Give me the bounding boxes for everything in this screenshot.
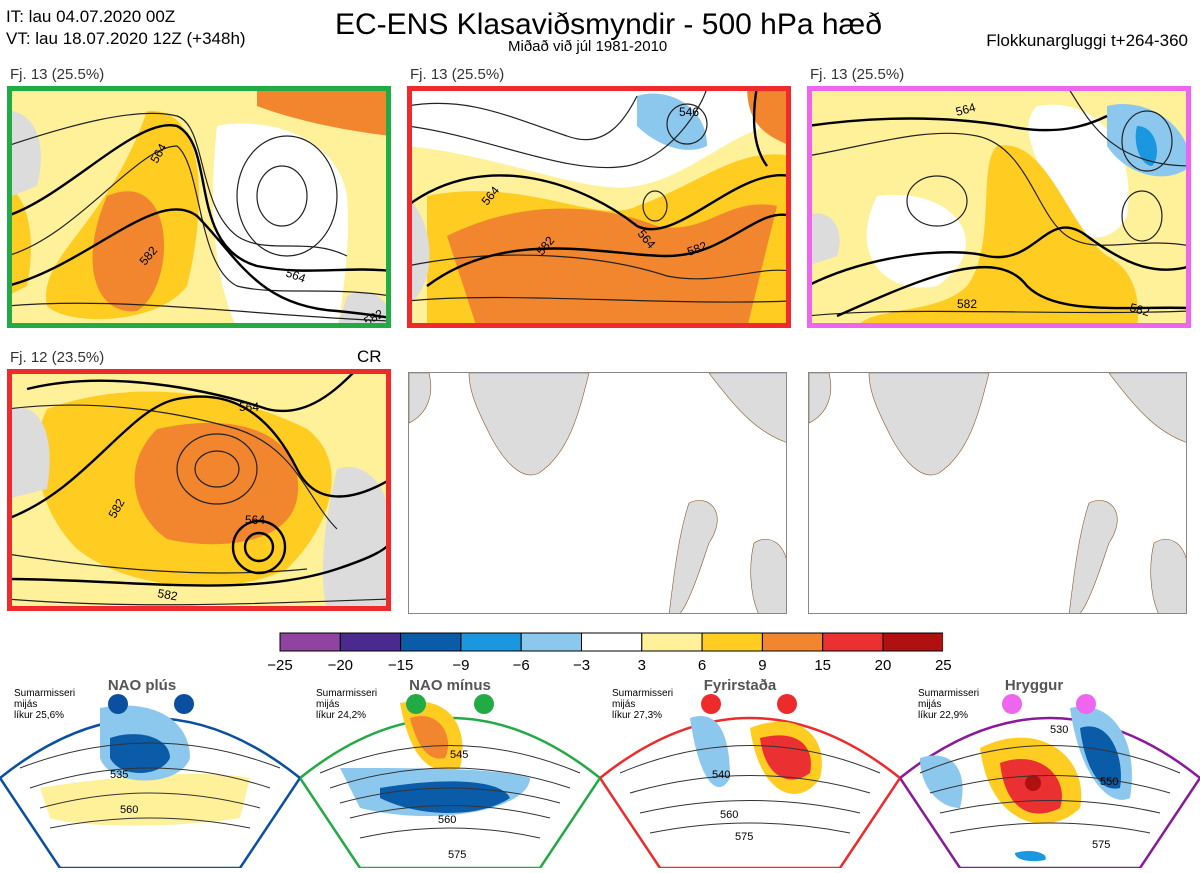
colorbar-swatch xyxy=(761,632,824,652)
contour-label: 564 xyxy=(239,400,259,414)
colorbar-tick-label: −6 xyxy=(512,657,530,674)
regime-nao-plus: 535 560 NAO plús Sumarmisseri mijás líku… xyxy=(0,677,302,870)
cluster-frame xyxy=(807,86,1191,328)
colorbar-swatch xyxy=(701,632,763,652)
colorbar-tick-label: 15 xyxy=(814,657,832,674)
regime-dot xyxy=(174,694,194,714)
colorbar-tick-label: 3 xyxy=(637,657,646,674)
regime-dot xyxy=(108,694,128,714)
regime-name: Hryggur xyxy=(1004,677,1064,694)
contour-label: 550 xyxy=(1100,776,1118,788)
panel-3-label: Fj. 13 (25.5%) xyxy=(810,66,905,83)
regime-info: Sumarmisseri mijás líkur 27,3% xyxy=(612,688,673,721)
cluster-frame xyxy=(7,86,391,328)
cluster-map-2: 546 564 582 564 582 xyxy=(407,86,791,328)
cluster-map-1: 564 582 564 582 xyxy=(7,86,391,328)
contour-label: 582 xyxy=(685,239,709,259)
colorbar-tick-label: −9 xyxy=(452,657,470,674)
colorbar xyxy=(279,632,943,652)
colorbar-swatch xyxy=(581,632,643,652)
colorbar-tick-label: −15 xyxy=(387,657,414,674)
info-line: mijás xyxy=(14,699,38,710)
regime-dot xyxy=(1076,694,1096,714)
colorbar-swatch xyxy=(822,632,884,652)
regime-info: Sumarmisseri mijás líkur 24,2% xyxy=(316,688,377,721)
info-line: líkur 27,3% xyxy=(612,710,663,721)
colorbar-swatch xyxy=(520,632,582,652)
regime-name: NAO mínus xyxy=(409,677,491,694)
valid-time: VT: lau 18.07.2020 12Z (+348h) xyxy=(6,29,246,48)
colorbar-tick-label: 25 xyxy=(934,657,952,674)
contour-label: 560 xyxy=(438,814,456,826)
colorbar-swatch xyxy=(641,632,703,652)
panel-4-tag: CR xyxy=(357,347,382,366)
contour-label: 582 xyxy=(1128,300,1151,319)
contour-label: 535 xyxy=(110,769,128,781)
info-line: Sumarmisseri xyxy=(316,688,378,699)
regime-name: NAO plús xyxy=(107,677,177,694)
cluster-frame xyxy=(7,369,391,611)
contour-label: 575 xyxy=(1092,839,1110,851)
colorbar-swatch xyxy=(882,632,943,652)
colorbar-tick-label: −25 xyxy=(267,657,293,674)
info-line: mijás xyxy=(918,699,942,710)
info-line: mijás xyxy=(316,699,340,710)
info-line: Sumarmisseri xyxy=(612,688,674,699)
regime-dot xyxy=(474,694,494,714)
cluster-map-3: 564 582 582 xyxy=(807,86,1191,328)
contour-label: 560 xyxy=(120,804,138,816)
empty-map-1 xyxy=(408,372,787,614)
regime-dot xyxy=(406,694,426,714)
colorbar-swatch xyxy=(339,632,402,652)
regime-info: Sumarmisseri mijás líkur 25,6% xyxy=(14,688,75,721)
panel-4-label: Fj. 12 (23.5%) xyxy=(10,349,105,366)
colorbar-swatch xyxy=(400,632,462,652)
info-line: líkur 24,2% xyxy=(316,710,367,721)
contour-label: 575 xyxy=(735,831,753,843)
contour-label: 530 xyxy=(1050,724,1068,736)
contour-label: 545 xyxy=(450,749,468,761)
empty-map-2 xyxy=(808,372,1187,614)
contour-label: 582 xyxy=(156,586,178,603)
colorbar-tick-label: 9 xyxy=(758,657,767,674)
info-line: líkur 25,6% xyxy=(14,710,65,721)
panel-1-label: Fj. 13 (25.5%) xyxy=(10,66,105,83)
cluster-map-4: 564 564 582 582 xyxy=(7,369,391,611)
contour-label: 540 xyxy=(712,769,730,781)
contour-label: 582 xyxy=(957,297,977,311)
header-times: IT: lau 04.07.2020 00Z VT: lau 18.07.202… xyxy=(6,6,246,50)
colorbar-swatch xyxy=(460,632,522,652)
colorbar-tick-label: 20 xyxy=(874,657,892,674)
colorbar-tick-label: −20 xyxy=(327,657,354,674)
panel-2-label: Fj. 13 (25.5%) xyxy=(410,66,505,83)
info-line: Sumarmisseri xyxy=(918,688,980,699)
contour-label: 575 xyxy=(448,849,466,861)
regime-info: Sumarmisseri mijás líkur 22,9% xyxy=(918,688,979,721)
regime-ridge: 530 550 575 Hryggur Sumarmisseri mijás l… xyxy=(898,677,1200,870)
classification-window: Flokkunargluggi t+264-360 xyxy=(986,31,1188,50)
info-line: Sumarmisseri xyxy=(14,688,76,699)
page-subtitle: Miðað við júl 1981-2010 xyxy=(508,38,668,55)
regime-dot xyxy=(1002,694,1022,714)
info-line: mijás xyxy=(612,699,636,710)
regime-dot xyxy=(701,694,721,714)
colorbar-tick-label: −3 xyxy=(572,657,591,674)
contour-label: 564 xyxy=(284,266,308,286)
contour-label: 560 xyxy=(720,809,738,821)
page-title: EC-ENS Klasaviðsmyndir - 500 hPa hæð xyxy=(335,8,882,41)
regime-nao-minus: 545 560 575 NAO mínus Sumarmisseri mijás… xyxy=(298,677,602,870)
colorbar-swatch xyxy=(279,632,341,652)
initial-time: IT: lau 04.07.2020 00Z xyxy=(6,7,176,26)
contour-label: 546 xyxy=(679,105,699,119)
regime-dot xyxy=(777,694,797,714)
regime-blocking: 540 560 575 Fyrirstaða Sumarmisseri mijá… xyxy=(598,677,902,870)
colorbar-tick-label: 6 xyxy=(697,657,707,674)
regime-name: Fyrirstaða xyxy=(703,677,777,694)
contour-label: 564 xyxy=(954,100,977,119)
contour-label: 564 xyxy=(245,513,265,527)
cluster-frame xyxy=(407,86,791,328)
info-line: líkur 22,9% xyxy=(918,710,969,721)
